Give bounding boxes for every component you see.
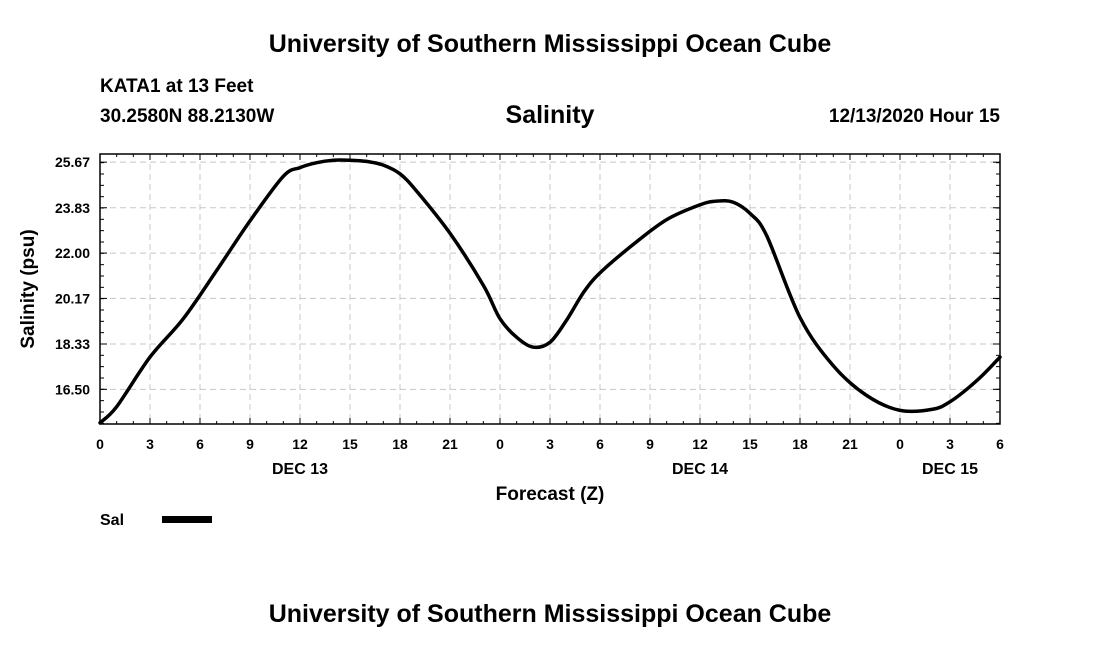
issued-time-label: 12/13/2020 Hour 15 [828, 106, 1000, 127]
legend-label-sal: Sal [100, 512, 124, 529]
x-tick-label: 15 [742, 436, 758, 452]
x-tick-label: 21 [842, 436, 858, 452]
x-tick-label: 12 [692, 436, 708, 452]
x-tick-label: 15 [342, 436, 358, 452]
x-tick-label: 21 [442, 436, 458, 452]
y-tick-label: 25.67 [55, 154, 90, 170]
x-tick-label: 9 [246, 436, 254, 452]
x-tick-label: 0 [896, 436, 904, 452]
location-label: 30.2580N 88.2130W [100, 106, 275, 127]
x-day-label: DEC 15 [922, 461, 978, 478]
x-tick-label: 0 [496, 436, 504, 452]
axis-ticks [99, 154, 1001, 424]
x-day-label: DEC 13 [272, 461, 328, 478]
y-tick-label: 18.33 [55, 336, 90, 352]
x-tick-label: 12 [292, 436, 308, 452]
y-tick-label: 22.00 [55, 245, 90, 261]
y-tick-label: 23.83 [55, 200, 90, 216]
chart-title: Salinity [505, 101, 595, 129]
x-tick-label: 9 [646, 436, 654, 452]
grid-lines [100, 154, 1000, 424]
x-tick-label: 6 [596, 436, 604, 452]
x-tick-label: 6 [996, 436, 1004, 452]
x-tick-label: 18 [392, 436, 408, 452]
x-tick-label: 3 [146, 436, 154, 452]
y-tick-label: 16.50 [55, 381, 90, 397]
x-tick-label: 3 [546, 436, 554, 452]
y-tick-label: 20.17 [55, 290, 90, 306]
x-tick-label: 0 [96, 436, 104, 452]
tick-labels: 0 3 6 9 12 15 18 21 0 3 6 9 12 15 18 21 0 3 6 16.50 18.33 20.… [55, 154, 1004, 478]
x-day-label: DEC 14 [672, 461, 728, 478]
header-organization-title: University of Southern Mississippi Ocean… [268, 30, 832, 58]
x-axis-title: Forecast (Z) [496, 484, 605, 505]
x-tick-label: 18 [792, 436, 808, 452]
y-axis-title: Salinity (psu) [18, 229, 39, 348]
footer-organization-title: University of Southern Mississippi Ocean… [268, 600, 832, 628]
station-label: KATA1 at 13 Feet [100, 76, 254, 97]
legend-swatch-sal [162, 516, 212, 523]
series-line-sal [98, 158, 1002, 425]
x-tick-label: 3 [946, 436, 954, 452]
x-tick-label: 6 [196, 436, 204, 452]
salinity-chart: 0 3 6 9 12 15 18 21 0 3 6 9 12 15 18 21 0 3 6 16.50 18.33 20.… [18, 153, 1004, 529]
